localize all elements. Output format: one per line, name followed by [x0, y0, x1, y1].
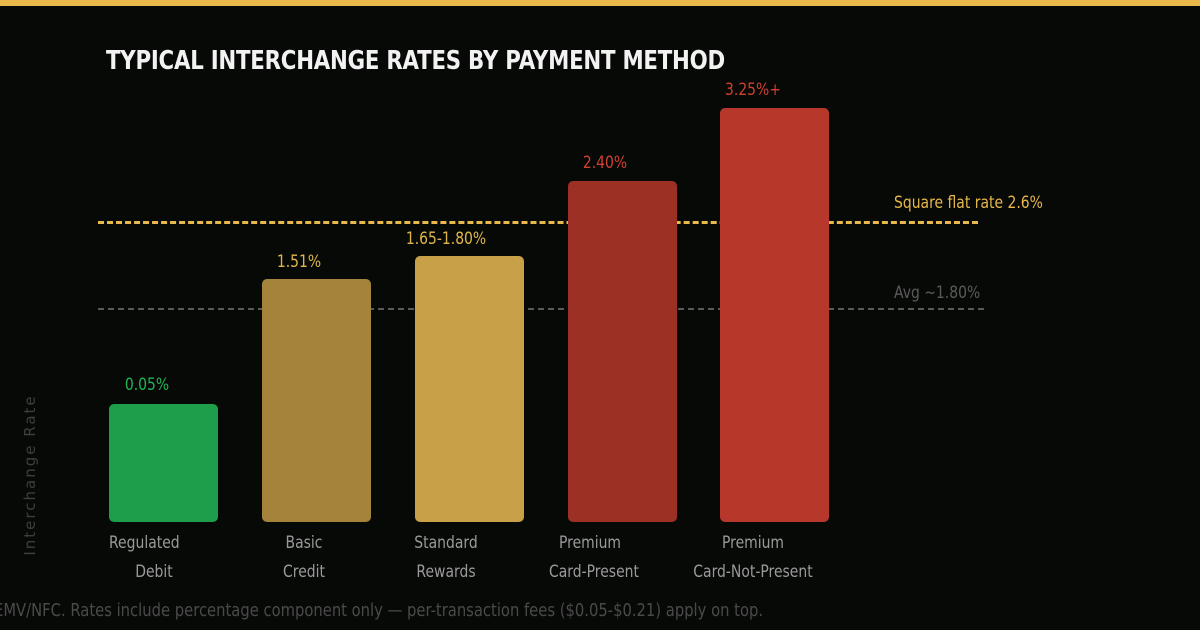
bar-premium-card-present	[568, 181, 677, 522]
top-accent-bar	[0, 0, 1200, 6]
square-flat-rate-label: Square flat rate 2.6%	[894, 193, 1043, 213]
category-label-line2: Debit	[135, 562, 173, 582]
category-label: Regulated Debit	[109, 529, 180, 587]
category-label-line2: Card-Not-Present	[693, 562, 813, 582]
bar-basic-credit	[262, 279, 371, 522]
category-label-line1: Basic	[285, 533, 323, 553]
category-label-line1: Regulated	[109, 533, 180, 553]
category-label: Premium Card-Present	[549, 529, 639, 587]
average-rate-line	[98, 308, 984, 310]
chart-title: TYPICAL INTERCHANGE RATES BY PAYMENT MET…	[106, 46, 725, 76]
value-label: 1.65-1.80%	[405, 229, 487, 249]
category-label-line2: Card-Present	[549, 562, 639, 582]
category-label-line1: Premium	[721, 533, 785, 553]
footnote: EMV/NFC. Rates include percentage compon…	[0, 600, 764, 621]
bar-regulated-debit	[109, 404, 218, 522]
average-rate-label: Avg ~1.80%	[894, 283, 981, 303]
y-axis-label: Interchange Rate	[21, 394, 39, 556]
value-label: 1.51%	[276, 252, 322, 272]
category-label-line2: Rewards	[416, 562, 476, 582]
category-label: Basic Credit	[270, 529, 339, 587]
category-label-line1: Premium	[558, 533, 622, 553]
bar-premium-card-not-present	[720, 108, 829, 522]
square-flat-rate-line	[98, 221, 978, 224]
category-label: Standard Rewards	[411, 529, 482, 587]
bar-standard-rewards	[415, 256, 524, 522]
category-label: Premium Card-Not-Present	[682, 529, 825, 587]
value-label: 3.25%+	[725, 80, 781, 100]
value-label: 0.05%	[124, 375, 170, 395]
category-label-line1: Standard	[414, 533, 478, 553]
value-label: 2.40%	[582, 153, 628, 173]
category-label-line2: Credit	[283, 562, 325, 582]
